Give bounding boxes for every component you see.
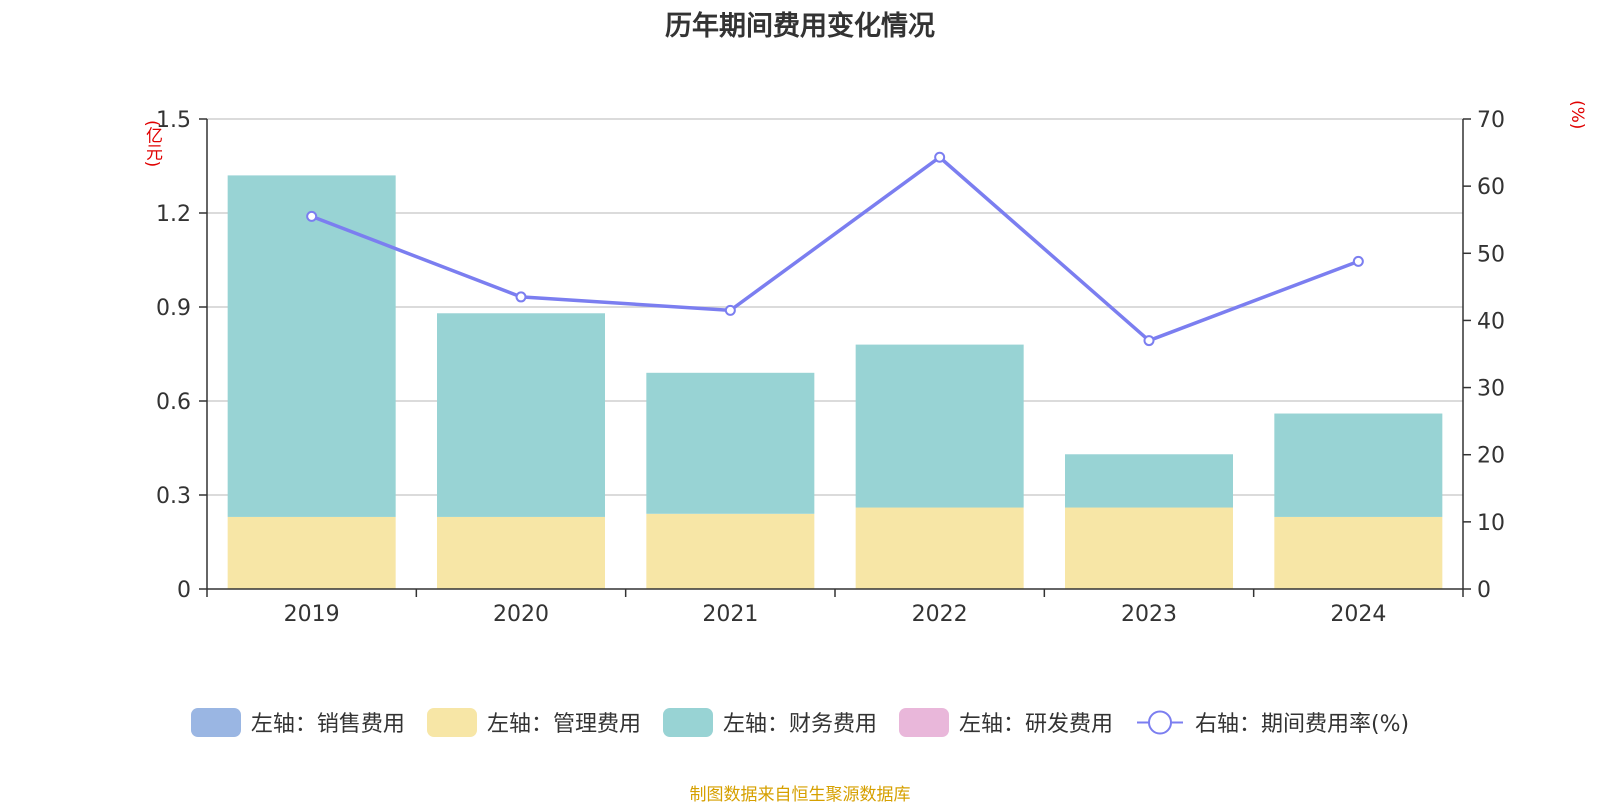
left-tick-label: 1.2 <box>156 202 191 227</box>
legend-item-1[interactable]: 左轴：管理费用 <box>426 706 641 738</box>
legend-swatch <box>426 707 477 737</box>
ratio-point-2019 <box>306 210 318 222</box>
left-tick-label: 0.9 <box>156 296 191 321</box>
right-tick-label: 10 <box>1477 511 1505 536</box>
legend-swatch <box>1136 710 1183 734</box>
data-source-note: 制图数据来自恒生聚源数据库 <box>689 785 911 805</box>
left-tick-label: 0.6 <box>156 390 191 415</box>
right-tick-label: 20 <box>1477 444 1505 469</box>
legend: 左轴：销售费用 左轴：管理费用 左轴：财务费用 左轴：研发费用 右轴：期间费用率(%) <box>0 706 1600 738</box>
axes: 0 0.3 0.6 0.9 1.2 1.5 0 10 20 30 40 50 60 70 2019 2020 2… <box>156 108 1505 627</box>
ratio-point-2023 <box>1143 335 1155 347</box>
left-axis-unit: (亿元) <box>142 120 162 168</box>
legend-item-2[interactable]: 左轴：财务费用 <box>662 706 877 738</box>
expense-ratio-line <box>306 151 1364 347</box>
right-tick-label: 50 <box>1477 242 1505 267</box>
legend-item-4[interactable]: 右轴：期间费用率(%) <box>1135 706 1409 738</box>
bar-2022-左轴-财务费用 <box>855 344 1024 508</box>
left-tick-label: 1.5 <box>156 108 191 133</box>
ratio-point-2021 <box>724 304 736 316</box>
legend-swatch <box>898 707 949 737</box>
bar-2021-左轴-管理费用 <box>646 513 815 589</box>
chart-title: 历年期间费用变化情况 <box>665 11 935 42</box>
right-tick-label: 30 <box>1477 377 1505 402</box>
right-axis-unit: (%) <box>1567 100 1587 130</box>
ratio-line-path <box>311 155 1359 343</box>
legend-item-3[interactable]: 左轴：研发费用 <box>898 706 1113 738</box>
legend-swatch <box>662 707 713 737</box>
x-tick-label-2022: 2022 <box>912 602 968 627</box>
left-tick-label: 0 <box>177 578 191 603</box>
legend-label: 左轴：管理费用 <box>486 712 641 737</box>
x-tick-label-2023: 2023 <box>1121 602 1177 627</box>
chart-plot: 0 0.3 0.6 0.9 1.2 1.5 0 10 20 30 40 50 60 70 2019 2020 2… <box>156 108 1505 627</box>
x-tick-label-2021: 2021 <box>702 602 758 627</box>
legend-item-0[interactable]: 左轴：销售费用 <box>190 706 405 738</box>
x-tick-label-2024: 2024 <box>1330 602 1386 627</box>
legend-label: 左轴：销售费用 <box>250 712 405 737</box>
legend-label: 左轴：财务费用 <box>722 712 877 737</box>
bar-2023-左轴-财务费用 <box>1065 454 1233 508</box>
right-tick-label: 0 <box>1477 578 1491 603</box>
x-tick-label-2020: 2020 <box>493 602 549 627</box>
right-tick-label: 40 <box>1477 309 1505 334</box>
bar-2020-左轴-管理费用 <box>437 516 605 589</box>
bar-2024-左轴-财务费用 <box>1274 413 1443 517</box>
bar-2019-左轴-财务费用 <box>227 175 396 517</box>
legend-label: 左轴：研发费用 <box>958 712 1113 737</box>
bar-2023-左轴-管理费用 <box>1065 507 1233 589</box>
bar-2019-左轴-管理费用 <box>227 516 396 589</box>
bar-series <box>227 175 1443 589</box>
ratio-point-2024 <box>1352 255 1364 267</box>
x-tick-label-2019: 2019 <box>284 602 340 627</box>
ratio-point-2020 <box>515 291 527 303</box>
right-tick-label: 60 <box>1477 175 1505 200</box>
bar-2021-左轴-财务费用 <box>646 372 815 514</box>
grid-lines <box>207 118 1463 496</box>
bar-2024-左轴-管理费用 <box>1274 516 1443 589</box>
right-tick-label: 70 <box>1477 108 1505 133</box>
left-tick-label: 0.3 <box>156 484 191 509</box>
bar-2022-左轴-管理费用 <box>855 507 1024 589</box>
legend-label: 右轴：期间费用率(%) <box>1194 712 1410 737</box>
bar-2020-左轴-财务费用 <box>437 313 605 517</box>
ratio-point-2022 <box>934 151 946 163</box>
legend-swatch <box>190 707 241 737</box>
